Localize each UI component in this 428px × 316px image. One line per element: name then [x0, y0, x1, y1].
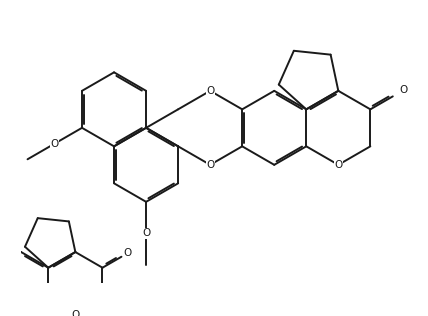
Text: O: O [124, 248, 132, 258]
Text: O: O [206, 160, 214, 170]
Text: O: O [334, 160, 342, 170]
Text: O: O [142, 228, 150, 238]
Text: O: O [71, 310, 80, 316]
Text: O: O [51, 138, 59, 149]
Text: O: O [400, 85, 408, 95]
Text: O: O [206, 86, 214, 96]
